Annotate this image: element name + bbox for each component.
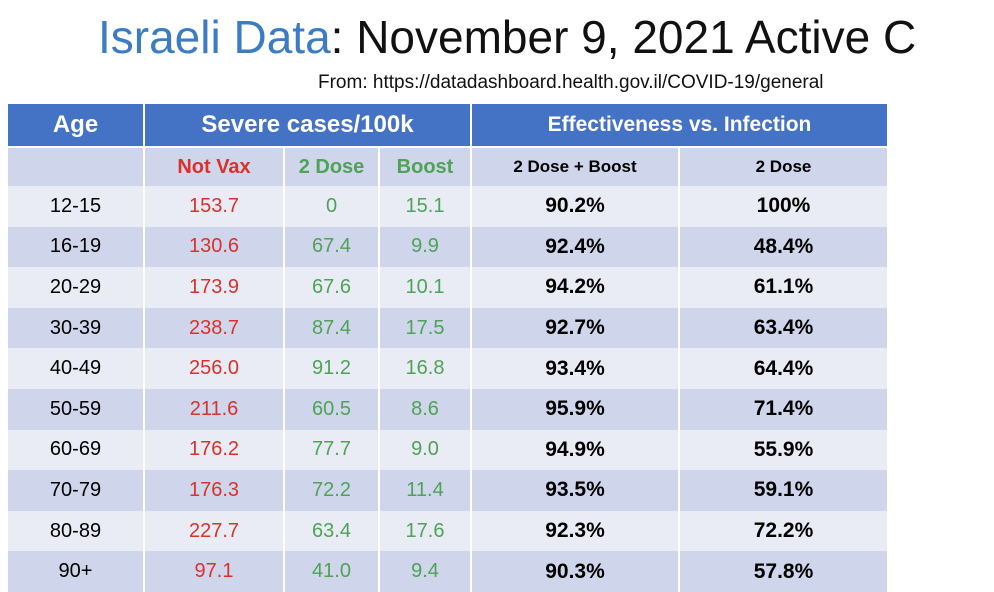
table-cell: 60-69: [8, 429, 145, 471]
table-cell: 16.8: [380, 348, 472, 389]
table-cell: 72.2%: [753, 519, 814, 543]
table-cell: 9.0: [380, 429, 472, 471]
table-cell: 59.1%: [753, 478, 814, 502]
table-cell: 40-49: [8, 348, 145, 389]
table-cell: 71.4%: [753, 397, 814, 421]
header-cell: Severe cases/100k: [145, 104, 472, 148]
table-cell: 55.9%: [753, 437, 814, 461]
table-cell: 63.4: [285, 510, 380, 552]
table-cell: 77.7: [285, 429, 380, 471]
table-cell: 211.6: [145, 389, 285, 430]
table-cell: 72.2: [285, 470, 380, 511]
table-cell: 92.7%: [472, 307, 680, 349]
table-cell: 92.3%: [472, 510, 680, 552]
table-row: 60-69 176.2 77.7 9.0 94.9% 55.9%: [8, 429, 887, 471]
page: Israeli Data: November 9, 2021 Active C …: [8, 10, 917, 592]
table-cell: 64.4%: [753, 356, 814, 380]
table-cell: 80-89: [8, 510, 145, 552]
table-cell: 48.4%: [753, 234, 814, 258]
table-cell: 60.5: [285, 389, 380, 430]
table-cell: 176.2: [145, 429, 285, 471]
table-cell: 227.7: [145, 510, 285, 552]
subheader-cell: Not Vax: [145, 148, 285, 186]
table-cell: 9.9: [380, 226, 472, 268]
subheader-cell: 2 Dose + Boost: [472, 148, 680, 186]
table-cell: 70-79: [8, 470, 145, 511]
table-cell: 94.2%: [472, 267, 680, 308]
title-rest: : November 9, 2021 Active C: [330, 11, 917, 63]
table-cell: 95.9%: [472, 389, 680, 430]
table-cell: 17.5: [380, 307, 472, 349]
header-cell: Effectiveness vs. Infection: [472, 104, 887, 148]
table-cell: 10.1: [380, 267, 472, 308]
table-cell: 67.4: [285, 226, 380, 268]
table-cell: 238.7: [145, 307, 285, 349]
table-cell: 8.6: [380, 389, 472, 430]
subheader-row: Not Vax 2 Dose Boost 2 Dose + Boost 2 Dose: [8, 148, 887, 186]
table-cell: 9.4: [380, 551, 472, 592]
table-cell: 61.1%: [753, 275, 814, 299]
table-row: 80-89 227.7 63.4 17.6 92.3% 72.2%: [8, 510, 887, 552]
subheader-cell: 2 Dose: [755, 157, 812, 176]
table-cell: 17.6: [380, 510, 472, 552]
subheader-cell: 2 Dose: [285, 148, 380, 186]
table-cell: 97.1: [145, 551, 285, 592]
table-cell: 94.9%: [472, 429, 680, 471]
table-cell: 11.4: [380, 470, 472, 511]
table-cell: 153.7: [145, 186, 285, 227]
table-row: 50-59 211.6 60.5 8.6 95.9% 71.4%: [8, 389, 887, 430]
table-cell: 93.4%: [472, 348, 680, 389]
table-cell: 90+: [8, 551, 145, 592]
table-cell: 92.4%: [472, 226, 680, 268]
table-cell: 63.4%: [753, 316, 814, 340]
table-cell: 173.9: [145, 267, 285, 308]
header-cell: Age: [8, 104, 145, 148]
table-cell: 90.2%: [472, 186, 680, 227]
table-cell: 87.4: [285, 307, 380, 349]
table-cell: 12-15: [8, 186, 145, 227]
table-row: 20-29 173.9 67.6 10.1 94.2% 61.1%: [8, 267, 887, 308]
table-cell: 57.8%: [753, 559, 814, 583]
table-row: 90+ 97.1 41.0 9.4 90.3% 57.8%: [8, 551, 887, 592]
source: From: https://datadashboard.health.gov.i…: [318, 72, 824, 93]
subheader-cell: [8, 148, 145, 186]
table-cell: 91.2: [285, 348, 380, 389]
table-row: 40-49 256.0 91.2 16.8 93.4% 64.4%: [8, 348, 887, 389]
title-highlight: Israeli Data: [98, 11, 331, 63]
table-cell: 67.6: [285, 267, 380, 308]
title: Israeli Data: November 9, 2021 Active C: [98, 10, 916, 64]
table-cell: 50-59: [8, 389, 145, 430]
table-row: 12-15 153.7 0 15.1 90.2% 100%: [8, 186, 887, 227]
table-cell: 130.6: [145, 226, 285, 268]
table-cell: 90.3%: [472, 551, 680, 592]
table-cell: 16-19: [8, 226, 145, 268]
table-cell: 15.1: [380, 186, 472, 227]
table-cell: 176.3: [145, 470, 285, 511]
table-row: 70-79 176.3 72.2 11.4 93.5% 59.1%: [8, 470, 887, 511]
table-row: 30-39 238.7 87.4 17.5 92.7% 63.4%: [8, 307, 887, 349]
table-cell: 100%: [756, 194, 811, 218]
table-cell: 20-29: [8, 267, 145, 308]
table-cell: 30-39: [8, 307, 145, 349]
table-cell: 41.0: [285, 551, 380, 592]
table-cell: 0: [285, 186, 380, 227]
table-row: 16-19 130.6 67.4 9.9 92.4% 48.4%: [8, 226, 887, 268]
header-row: Age Severe cases/100k Effectiveness vs. In…: [8, 104, 887, 148]
table-cell: 256.0: [145, 348, 285, 389]
table-cell: 93.5%: [472, 470, 680, 511]
subheader-cell: Boost: [380, 148, 472, 186]
